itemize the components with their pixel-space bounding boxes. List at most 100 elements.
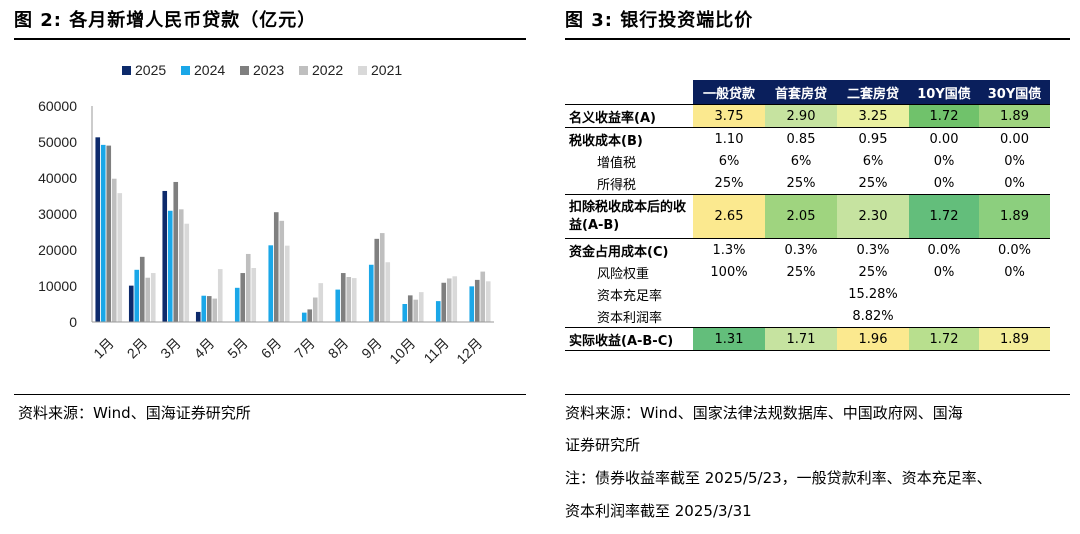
bar-2023-11月 <box>441 282 447 322</box>
bar-series <box>95 137 491 322</box>
bar-2022-12月 <box>480 271 486 322</box>
y-axis: 0 10000 20000 30000 40000 50000 60000 <box>38 98 93 330</box>
bar-2022-3月 <box>178 209 184 322</box>
table-cell: 2.65 <box>693 194 765 239</box>
legend-swatch-2023 <box>240 66 249 75</box>
table-cell: 2.30 <box>837 194 909 239</box>
table-cell: 6% <box>718 153 740 169</box>
bar-2024-2月 <box>134 269 140 322</box>
x-axis: 1月 2月 3月 4月 5月 6月 7月 8月 9月 10月 11月 12月 <box>90 321 494 367</box>
x-tick-label: 11月 <box>420 335 451 366</box>
bar-2021-10月 <box>418 292 424 322</box>
comparison-table: 一般贷款 首套房贷 二套房贷 10Y国债 30Y国债 名义收益率(A) 3.75 2.90 3… <box>565 80 1050 351</box>
legend-swatch-2021 <box>358 66 367 75</box>
x-tick-label: 10月 <box>386 335 418 367</box>
y-tick-label: 10000 <box>38 278 77 294</box>
table-cell: 0.3% <box>837 238 909 261</box>
bar-2021-12月 <box>485 281 491 322</box>
y-tick-label: 30000 <box>38 206 77 222</box>
bar-2023-3月 <box>173 181 179 322</box>
bar-2022-11月 <box>446 278 452 322</box>
right-source-rule <box>565 394 1070 395</box>
table-cell: 3.25 <box>837 104 909 128</box>
table-cell: 1.96 <box>837 327 909 351</box>
table-cell <box>979 305 1050 328</box>
bar-2023-12月 <box>474 279 480 322</box>
table-cell <box>693 283 765 305</box>
row-label: 资金占用成本(C) <box>565 238 693 261</box>
table-cell: 0% <box>933 175 955 191</box>
bar-2021-4月 <box>217 269 223 322</box>
table-cell: 3.75 <box>693 104 765 128</box>
table-cell: 1.31 <box>693 327 765 351</box>
bar-2023-6月 <box>273 212 279 322</box>
table-header-cell: 30Y国债 <box>979 80 1050 105</box>
left-source: 资料来源：Wind、国海证券研究所 <box>18 404 251 422</box>
bar-2023-9月 <box>374 238 380 322</box>
table-cell: 1.71 <box>765 327 837 351</box>
table-cell: 6% <box>862 153 884 169</box>
left-figure-title: 图 2: 各月新增人民币贷款（亿元） <box>14 10 317 31</box>
table-cell: 1.89 <box>979 194 1050 239</box>
bar-2021-8月 <box>351 278 357 322</box>
row-label: 扣除税收成本后的收益(A-B) <box>565 194 693 239</box>
bar-2021-2月 <box>150 273 156 322</box>
y-tick-label: 0 <box>69 314 77 330</box>
row-label: 资本充足率 <box>597 288 663 304</box>
legend-swatch-2022 <box>299 66 308 75</box>
table-row: 风险权重 100% 25% 25% 0% 0% <box>565 261 1050 283</box>
bar-2023-4月 <box>206 296 212 322</box>
bar-2022-4月 <box>212 298 218 322</box>
table-cell: 0% <box>1004 153 1025 169</box>
legend-label-2024: 2024 <box>194 62 225 78</box>
right-source-line-2: 证券研究所 <box>565 436 641 454</box>
table-cell: 1.72 <box>909 327 979 351</box>
table-cell: 1.89 <box>979 327 1050 351</box>
bar-2024-8月 <box>335 289 341 322</box>
table-cell: 0% <box>1004 264 1025 280</box>
table-cell: 1.72 <box>909 194 979 239</box>
x-tick-label: 1月 <box>90 335 117 362</box>
table-cell <box>909 305 979 328</box>
right-figure-title: 图 3: 银行投资端比价 <box>565 10 754 31</box>
bar-2022-9月 <box>379 233 385 322</box>
table-row: 实际收益(A-B-C) 1.31 1.71 1.96 1.72 1.89 <box>565 327 1050 351</box>
table-cell: 15.28% <box>848 286 898 302</box>
right-note-line-1: 注：债券收益率截至 2025/5/23，一般贷款利率、资本充足率、 <box>565 469 992 487</box>
x-tick-label: 4月 <box>191 335 218 362</box>
table-row: 税收成本(B) 1.10 0.85 0.95 0.00 0.00 <box>565 127 1050 150</box>
row-label: 风险权重 <box>597 266 650 282</box>
bar-2023-7月 <box>307 309 313 322</box>
table-row: 扣除税收成本后的收益(A-B) 2.65 2.05 2.30 1.72 1.89 <box>565 194 1050 239</box>
table-cell: 0.85 <box>765 127 837 150</box>
bar-2025-3月 <box>162 190 168 322</box>
table-cell: 25% <box>858 175 888 191</box>
table-cell: 0.3% <box>765 238 837 261</box>
y-tick-label: 20000 <box>38 242 77 258</box>
legend-swatch-2025 <box>122 66 131 75</box>
row-label: 所得税 <box>597 177 637 193</box>
bar-2023-1月 <box>106 145 112 322</box>
table-cell: 0.00 <box>979 127 1050 150</box>
x-tick-label: 12月 <box>453 335 485 367</box>
row-label: 实际收益(A-B-C) <box>565 327 693 351</box>
table-cell <box>693 305 765 328</box>
left-title-rule <box>14 38 526 40</box>
bar-2024-7月 <box>301 312 307 322</box>
table-row: 所得税 25% 25% 25% 0% 0% <box>565 172 1050 195</box>
bar-2022-6月 <box>279 220 285 322</box>
x-tick-label: 3月 <box>157 335 184 362</box>
bar-2025-4月 <box>195 311 201 322</box>
right-note-line-2: 资本利润率截至 2025/3/31 <box>565 502 752 520</box>
legend-label-2021: 2021 <box>371 62 402 78</box>
bar-2024-5月 <box>234 287 240 322</box>
bar-2021-5月 <box>251 268 257 322</box>
bar-2021-1月 <box>117 193 123 322</box>
table-cell: 1.72 <box>909 104 979 128</box>
loans-bar-chart: 2025 2024 2023 2022 2021 0 10000 20000 30000 400… <box>38 62 494 367</box>
bar-2022-5月 <box>245 253 251 322</box>
legend-label-2022: 2022 <box>312 62 343 78</box>
row-label: 税收成本(B) <box>565 127 693 150</box>
table-cell: 0% <box>933 153 955 169</box>
table-row: 增值税 6% 6% 6% 0% 0% <box>565 150 1050 172</box>
